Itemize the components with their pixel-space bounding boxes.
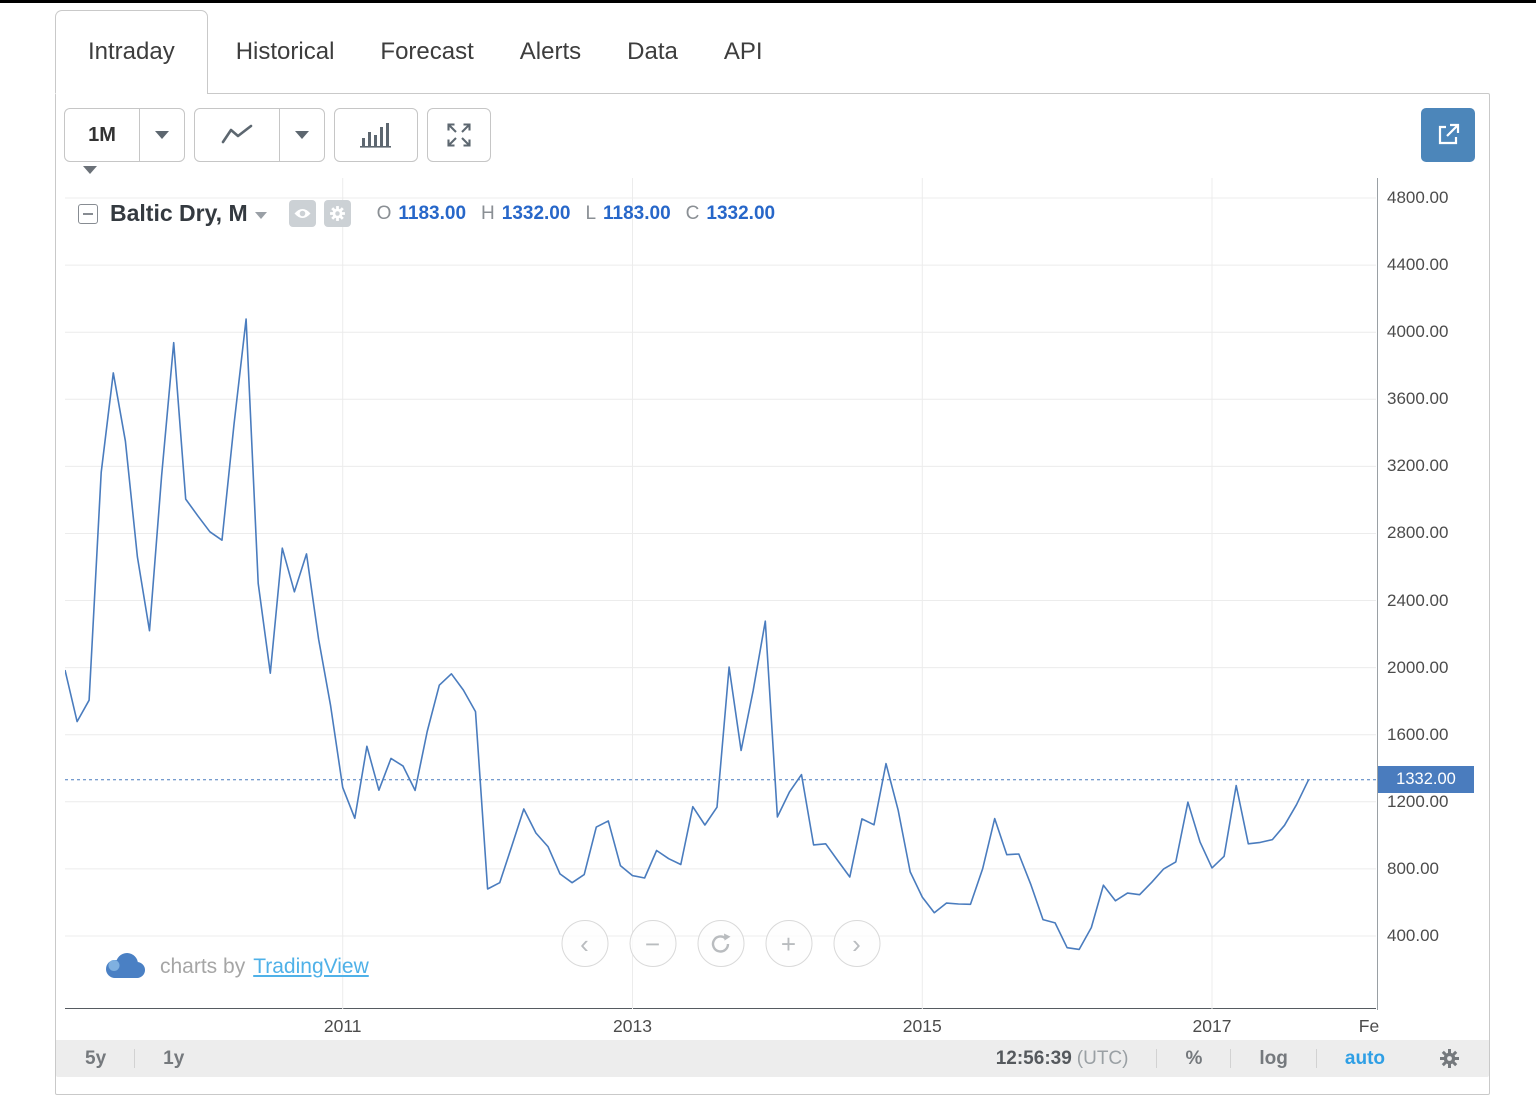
y-axis-tick: 2000.00: [1387, 657, 1449, 677]
y-axis-tick: 3200.00: [1387, 456, 1449, 476]
expand-icon: [447, 123, 471, 147]
gear-icon: [329, 206, 345, 221]
chevron-down-icon: [155, 131, 169, 139]
chevron-down-icon: [295, 131, 309, 139]
window-top-edge: [0, 0, 1536, 3]
percent-scale-button[interactable]: %: [1185, 1047, 1203, 1069]
tab-bar: Intraday Historical Forecast Alerts Data…: [55, 10, 1536, 95]
fullscreen-button[interactable]: [427, 108, 491, 162]
high-value: 1332.00: [501, 202, 571, 224]
reset-chart-button[interactable]: [697, 920, 744, 967]
refresh-icon: [711, 933, 731, 953]
log-scale-button[interactable]: log: [1259, 1047, 1288, 1069]
current-price-label: 1332.00: [1378, 766, 1474, 794]
footer-divider: [134, 1049, 136, 1068]
open-external-button[interactable]: [1421, 108, 1475, 162]
close-value: 1332.00: [706, 202, 776, 224]
bottom-toolbar: 5y 1y 12:56:39 (UTC) % log auto: [56, 1040, 1489, 1077]
chart-toolbar: 1M: [56, 94, 1489, 164]
plot-area[interactable]: Baltic Dry, M: [65, 178, 1376, 1009]
chart-style-button[interactable]: [194, 108, 280, 162]
close-label: C: [685, 202, 700, 224]
scroll-right-button[interactable]: ›: [833, 920, 880, 967]
zoom-out-button[interactable]: −: [629, 920, 676, 967]
interval-dropdown-button[interactable]: [139, 108, 185, 162]
tradingview-link[interactable]: TradingView: [253, 954, 369, 978]
y-axis-tick: 400.00: [1387, 926, 1439, 945]
x-axis-tick: 2013: [613, 1016, 652, 1036]
series-legend: Baltic Dry, M: [78, 200, 775, 227]
y-axis-tick: 4400.00: [1387, 255, 1449, 275]
chart-area: Baltic Dry, M: [56, 178, 1489, 1044]
clock: 12:56:39 (UTC): [996, 1048, 1129, 1070]
x-axis-tick: 2015: [902, 1016, 942, 1036]
clock-timezone: (UTC): [1076, 1047, 1129, 1069]
indicators-button[interactable]: [334, 108, 418, 162]
tab-api[interactable]: API: [723, 37, 763, 65]
watermark-text: charts by: [160, 954, 246, 978]
ohlc-values: O 1183.00 H 1332.00 L 1183.00 C 1332.00: [377, 203, 775, 225]
chart-style-control: [194, 108, 325, 162]
collapse-series-icon[interactable]: [78, 203, 98, 224]
interval-control: 1M: [64, 108, 185, 162]
toggle-visibility-button[interactable]: [288, 200, 316, 227]
price-axis[interactable]: 1332.00 400.00 800.00 1200.00 1600.00 2000.0…: [1377, 178, 1489, 1010]
y-axis-tick: 4000.00: [1387, 322, 1449, 342]
tab-historical[interactable]: Historical: [235, 37, 335, 65]
chart-nav-controls: ‹ − + ›: [561, 920, 880, 967]
price-chart: [65, 178, 1376, 1009]
symbol-caret-icon[interactable]: [254, 212, 267, 219]
footer-divider: [1315, 1049, 1317, 1068]
time-axis[interactable]: 2011 2013 2015 2017 Fe: [65, 1016, 1485, 1040]
x-axis-tick: Fe: [1358, 1016, 1380, 1036]
y-axis-tick: 3600.00: [1387, 389, 1449, 409]
symbol-title: Baltic Dry, M: [110, 200, 248, 226]
settings-gear-icon: [1440, 1049, 1459, 1068]
footer-divider: [1230, 1049, 1232, 1068]
clock-time: 12:56:39: [995, 1047, 1072, 1069]
tab-forecast[interactable]: Forecast: [380, 37, 474, 65]
footer-divider: [1156, 1049, 1158, 1068]
eye-icon: [294, 209, 311, 218]
bar-chart-icon: [360, 123, 391, 148]
range-1y-button[interactable]: 1y: [163, 1047, 185, 1069]
external-link-icon: [1438, 123, 1460, 145]
series-settings-button[interactable]: [323, 200, 351, 227]
x-axis-tick: 2011: [323, 1016, 362, 1036]
x-axis-tick: 2017: [1192, 1016, 1232, 1036]
tab-data[interactable]: Data: [627, 37, 678, 65]
tab-alerts[interactable]: Alerts: [519, 37, 582, 65]
interval-button[interactable]: 1M: [64, 108, 140, 162]
chart-widget-panel: 1M: [55, 93, 1490, 1095]
zoom-in-button[interactable]: +: [765, 920, 812, 967]
scroll-left-button[interactable]: ‹: [561, 920, 608, 967]
y-axis-tick: 800.00: [1387, 858, 1439, 878]
tab-intraday[interactable]: Intraday: [55, 10, 208, 95]
watermark: charts by TradingView: [101, 951, 369, 982]
settings-button[interactable]: [1439, 1048, 1460, 1069]
auto-scale-button[interactable]: auto: [1344, 1047, 1385, 1069]
low-value: 1183.00: [603, 202, 671, 224]
high-label: H: [481, 202, 495, 224]
y-axis-tick: 2800.00: [1387, 523, 1449, 543]
range-5y-button[interactable]: 5y: [85, 1047, 107, 1069]
y-axis-tick: 1200.00: [1387, 791, 1449, 811]
toolbar-caret-icon: [83, 166, 97, 174]
y-axis-tick: 4800.00: [1387, 188, 1449, 207]
line-chart-icon: [221, 124, 253, 144]
chart-style-dropdown-button[interactable]: [279, 108, 325, 162]
low-label: L: [585, 202, 597, 224]
open-value: 1183.00: [398, 202, 467, 224]
y-axis-tick: 1600.00: [1387, 724, 1449, 744]
y-axis-tick: 2400.00: [1387, 590, 1449, 610]
open-label: O: [376, 202, 392, 224]
tradingview-logo-icon: [106, 953, 145, 978]
